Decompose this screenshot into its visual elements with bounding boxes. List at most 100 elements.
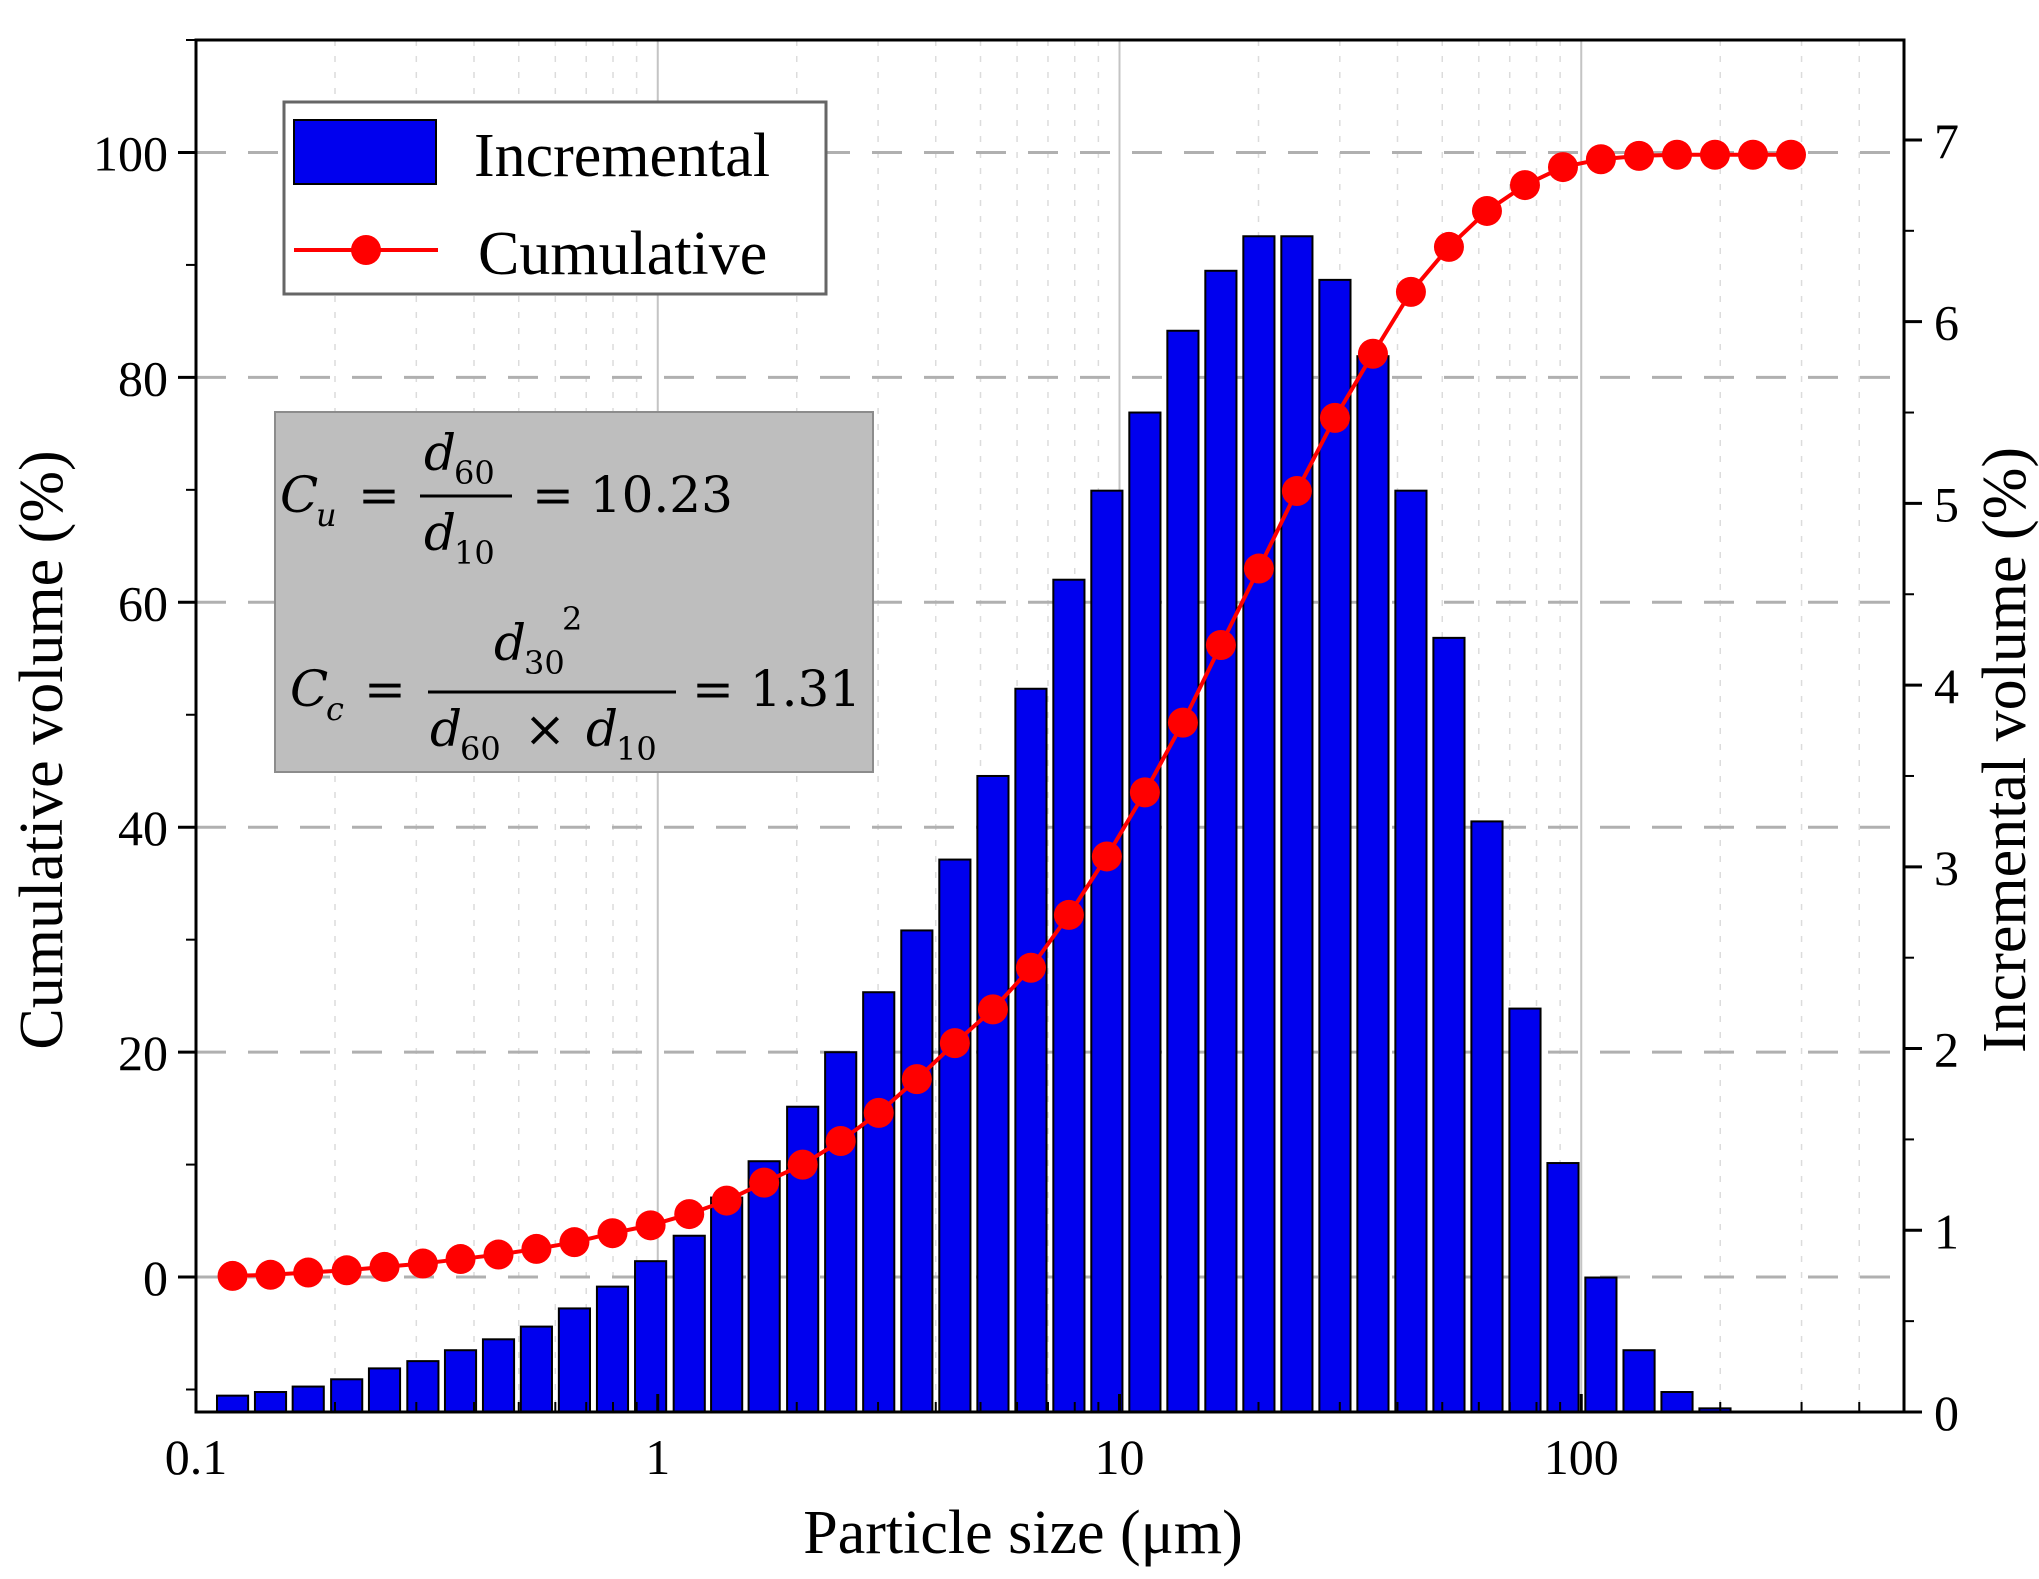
- cumulative-marker: [1091, 841, 1122, 872]
- incremental-bar: [900, 929, 934, 1413]
- cumulative-marker: [407, 1248, 438, 1279]
- incremental-bar: [406, 1360, 440, 1414]
- incremental-bars: [215, 235, 1732, 1414]
- cumulative-marker: [1243, 553, 1274, 584]
- cumulative-marker: [1167, 707, 1198, 738]
- incremental-bar: [595, 1285, 630, 1414]
- cc-denominator-a-sub: 60: [460, 730, 501, 768]
- incremental-bar: [1356, 355, 1390, 1413]
- cc-denominator-b: d: [586, 700, 618, 758]
- cc-equals: =: [364, 660, 406, 718]
- cumulative-marker: [749, 1167, 780, 1198]
- cumulative-series: [217, 139, 1806, 1291]
- cumulative-marker: [1471, 195, 1502, 226]
- cu-equals: =: [358, 466, 400, 524]
- cumulative-marker: [483, 1239, 514, 1270]
- formula-box: [274, 411, 874, 773]
- cc-denominator-a: d: [430, 700, 462, 758]
- cc-denominator-b-sub: 10: [616, 730, 657, 768]
- incremental-bar: [330, 1378, 364, 1413]
- incremental-bar: [976, 774, 1010, 1413]
- incremental-bar: [634, 1260, 668, 1414]
- left-y-tick-label: 100: [93, 125, 168, 181]
- incremental-bar: [1546, 1162, 1580, 1413]
- cumulative-marker: [1205, 630, 1236, 661]
- cu-denominator: d: [424, 504, 456, 562]
- cumulative-marker: [825, 1125, 856, 1156]
- cu-numerator: d: [424, 424, 456, 482]
- incremental-bar: [1470, 820, 1504, 1413]
- right-y-tick-label: 5: [1934, 476, 1959, 532]
- incremental-bar: [1014, 687, 1048, 1413]
- cu-value: = 10.23: [532, 466, 733, 524]
- x-tick-label: 1: [645, 1429, 670, 1485]
- cumulative-marker: [901, 1064, 932, 1095]
- right-y-tick-label: 3: [1934, 840, 1959, 896]
- cu-subscript: u: [316, 496, 337, 534]
- right-y-tick-label: 4: [1934, 658, 1959, 714]
- cumulative-marker: [1357, 338, 1388, 369]
- incremental-bar: [367, 1367, 402, 1413]
- incremental-bar: [215, 1394, 250, 1413]
- left-y-tick-label: 20: [118, 1025, 168, 1081]
- cumulative-marker: [559, 1227, 590, 1258]
- cumulative-marker: [1319, 402, 1350, 433]
- cumulative-marker: [331, 1255, 362, 1286]
- right-y-tick-label: 1: [1934, 1203, 1959, 1259]
- right-y-tick-label: 0: [1934, 1385, 1959, 1441]
- incremental-bar: [824, 1051, 858, 1413]
- cumulative-marker: [1662, 139, 1693, 170]
- incremental-bar: [253, 1391, 288, 1414]
- cumulative-marker: [217, 1260, 248, 1291]
- cumulative-marker: [597, 1218, 628, 1249]
- incremental-bar: [1204, 269, 1238, 1413]
- incremental-bar: [1280, 235, 1314, 1413]
- right-y-axis-ticks: 0 1 2 3 4 5 6 7: [1904, 113, 1959, 1441]
- cu-numerator-sub: 60: [454, 454, 495, 492]
- incremental-bar: [557, 1307, 591, 1414]
- cumulative-marker: [521, 1233, 552, 1264]
- cumulative-marker: [1281, 475, 1312, 506]
- cumulative-marker: [1395, 276, 1426, 307]
- plot-frame: [194, 38, 1906, 1414]
- x-axis-title: Particle size (μm): [803, 1499, 1243, 1567]
- right-y-axis-title: Incremental volume (%): [1971, 447, 2039, 1053]
- x-tick-label: 10: [1095, 1429, 1145, 1485]
- legend-swatch-incremental: [293, 119, 437, 185]
- cc-denominator-times: ×: [524, 700, 566, 758]
- cu-label: C: [280, 466, 318, 524]
- legend-label-cumulative: Cumulative: [478, 220, 767, 288]
- cc-numerator: d: [494, 614, 526, 672]
- x-axis-ticks: 0.1 1 10 100: [165, 1394, 1905, 1485]
- cumulative-marker: [1509, 170, 1540, 201]
- x-tick-label: 0.1: [165, 1429, 228, 1485]
- cc-label: C: [290, 660, 328, 718]
- left-y-axis-title: Cumulative volume (%): [8, 450, 76, 1049]
- cc-subscript: c: [326, 690, 344, 728]
- incremental-bar: [519, 1325, 553, 1413]
- incremental-bar: [1052, 578, 1086, 1413]
- incremental-bar: [1660, 1391, 1694, 1414]
- cumulative-marker: [255, 1259, 286, 1290]
- cumulative-marker: [674, 1199, 705, 1230]
- incremental-bar: [1622, 1349, 1656, 1414]
- incremental-bar: [1166, 329, 1200, 1413]
- cumulative-marker: [787, 1149, 818, 1180]
- left-y-tick-label: 60: [118, 575, 168, 631]
- cumulative-marker: [293, 1257, 324, 1288]
- cumulative-marker: [711, 1185, 742, 1216]
- legend: Incremental Cumulative: [282, 100, 828, 296]
- cumulative-marker: [1015, 952, 1046, 983]
- cumulative-marker: [635, 1210, 666, 1241]
- left-y-axis-ticks: 0 20 40 60 80 100: [93, 39, 196, 1391]
- incremental-bar: [1394, 489, 1428, 1413]
- incremental-bar: [1432, 636, 1466, 1413]
- right-y-tick-label: 7: [1934, 113, 1959, 169]
- incremental-bar: [862, 991, 896, 1414]
- incremental-bar: [710, 1196, 744, 1414]
- cumulative-marker: [1738, 139, 1769, 170]
- incremental-bar: [443, 1349, 478, 1414]
- left-y-tick-label: 80: [118, 350, 168, 406]
- cc-numerator-sup: 2: [562, 600, 582, 638]
